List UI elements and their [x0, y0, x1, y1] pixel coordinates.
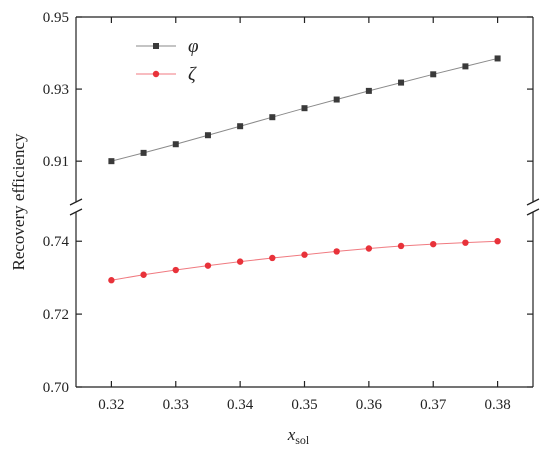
series-1-point [269, 254, 276, 262]
x-axis: 0.32 0.33 0.34 0.35 0.36 0.37 0.38 [98, 17, 511, 413]
series-1-point [204, 262, 212, 269]
y-tick-label: 0.91 [43, 154, 69, 170]
axis-break-marks [69, 198, 540, 216]
series-0-point [430, 71, 437, 78]
series-0-point [108, 158, 115, 165]
series-1-point [301, 251, 308, 258]
x-tick-label: 0.36 [356, 397, 383, 413]
x-axis-title: xsol [287, 425, 310, 447]
break-mark [526, 198, 540, 206]
series-1-point [140, 271, 147, 278]
series-0-point [494, 55, 501, 62]
x-tick-label: 0.37 [420, 397, 447, 413]
x-tick-label: 0.38 [484, 397, 510, 413]
legend-marker-phi [153, 43, 159, 49]
series-0-point [237, 123, 244, 130]
series-0-point [269, 114, 276, 121]
series-0-point [462, 63, 469, 70]
y-tick-label: 0.74 [43, 234, 70, 250]
series-0-point [172, 141, 179, 148]
y-tick-label: 0.95 [43, 10, 69, 26]
x-tick-label: 0.34 [227, 397, 254, 413]
y-axis-title: Recovery efficiency [9, 133, 28, 271]
y-tick-label: 0.93 [43, 82, 69, 98]
series-1-point [236, 258, 244, 265]
series-layer [108, 55, 501, 284]
series-0-point [398, 79, 405, 86]
series-1-point [365, 245, 373, 252]
series-1-point [108, 277, 115, 284]
series-1-point [430, 240, 437, 248]
x-tick-label: 0.32 [98, 397, 124, 413]
y-tick-label: 0.70 [43, 380, 69, 396]
legend: φ ζ [136, 36, 199, 85]
series-0-point [365, 87, 372, 94]
series-1-point [397, 242, 405, 250]
y-axis: 0.70 0.72 0.74 0.91 0.93 0.95 [43, 10, 533, 396]
legend-label-phi: φ [188, 36, 199, 57]
series-line-1 [111, 240, 498, 281]
series-1-point [172, 266, 179, 274]
legend-marker-zeta [152, 70, 160, 78]
series-1-point [462, 239, 469, 246]
series-0-point [301, 105, 308, 112]
legend-label-zeta: ζ [188, 64, 197, 85]
x-tick-label: 0.35 [291, 397, 317, 413]
x-axis-title-main: x [287, 425, 296, 444]
series-0-point [140, 149, 147, 156]
series-1-point [494, 238, 501, 245]
series-0-point [333, 96, 340, 103]
series-1-point [333, 248, 340, 255]
y-tick-label: 0.72 [43, 307, 69, 323]
x-axis-title-subscript: sol [295, 433, 310, 447]
break-mark [69, 208, 83, 216]
x-tick-label: 0.33 [163, 397, 189, 413]
series-0-point [204, 132, 211, 139]
break-mark [69, 198, 83, 206]
plot-frame [75, 16, 534, 388]
break-mark [526, 208, 540, 216]
